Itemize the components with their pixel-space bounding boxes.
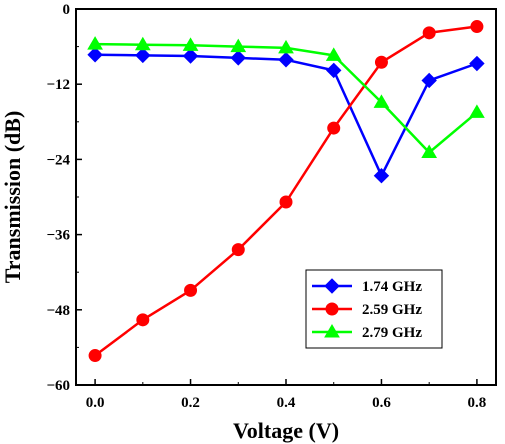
legend-marker — [325, 302, 339, 316]
x-tick-label: 0.4 — [277, 395, 296, 411]
data-point — [135, 47, 151, 64]
data-point — [134, 36, 151, 51]
data-point — [327, 121, 341, 135]
x-axis-title: Voltage (V) — [233, 418, 339, 443]
data-point — [325, 47, 342, 61]
y-tick-label: −60 — [46, 378, 70, 394]
x-tick-label: 0.8 — [468, 395, 487, 411]
y-tick-label: −36 — [46, 228, 70, 244]
data-point — [278, 39, 294, 54]
data-point — [326, 62, 342, 79]
legend-entries: 1.74 GHz 2.59 GHz 2.79 GHz — [312, 278, 422, 341]
data-point — [230, 50, 246, 66]
legend-label: 2.59 GHz — [362, 302, 422, 318]
y-tick-label: −12 — [46, 77, 70, 93]
data-point — [469, 104, 485, 118]
legend-entry: 2.79 GHz — [312, 324, 422, 341]
y-tick-label: 0 — [63, 2, 71, 18]
data-point — [421, 144, 438, 159]
y-tick-label: −48 — [46, 303, 70, 319]
data-point — [278, 52, 294, 68]
data-point — [136, 313, 150, 327]
data-point — [422, 26, 436, 40]
series-0 — [87, 47, 485, 184]
series-layer — [87, 20, 485, 363]
data-point — [469, 55, 485, 72]
data-point — [230, 38, 247, 53]
x-tick-label: 0.6 — [372, 395, 391, 411]
legend-marker — [324, 324, 340, 338]
axes-layer: 0 −12 −24 −36 −48 −60 0.0 0.2 0.4 0.6 0.8 — [46, 2, 486, 411]
data-point — [373, 94, 390, 108]
data-point — [470, 20, 484, 34]
data-point — [231, 243, 245, 257]
data-point — [184, 283, 198, 297]
y-axis-title: Transmission (dB) — [0, 111, 25, 284]
series-2 — [87, 36, 485, 159]
x-tick-label: 0.0 — [86, 395, 105, 411]
data-point — [374, 55, 388, 69]
data-point — [182, 48, 199, 64]
data-point — [373, 167, 390, 184]
legend: 1.74 GHz 2.59 GHz 2.79 GHz — [305, 269, 443, 349]
data-point — [87, 47, 103, 63]
legend-label: 1.74 GHz — [362, 279, 422, 295]
series-1 — [88, 20, 484, 363]
legend-entry: 2.59 GHz — [312, 302, 422, 318]
data-point — [87, 36, 103, 50]
legend-marker — [324, 278, 340, 294]
legend-label: 2.79 GHz — [362, 325, 422, 341]
data-point — [88, 349, 102, 363]
series-line — [95, 53, 478, 177]
y-tick-label: −24 — [46, 152, 70, 168]
x-tick-label: 0.2 — [181, 395, 200, 411]
data-point — [182, 37, 199, 51]
legend-entry: 1.74 GHz — [312, 278, 422, 295]
data-point — [279, 195, 293, 209]
data-point — [421, 72, 437, 89]
